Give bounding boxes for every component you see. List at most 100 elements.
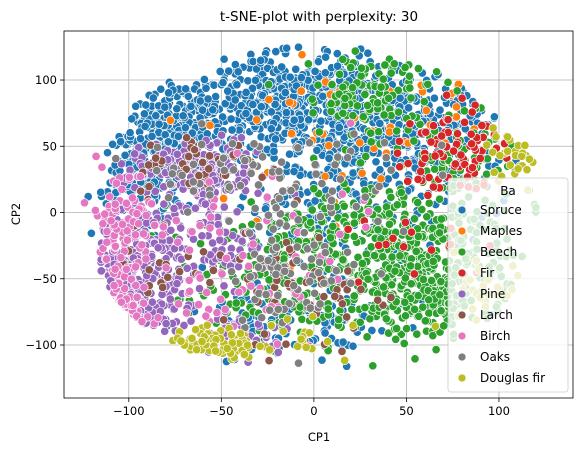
data-point — [299, 261, 309, 272]
data-point — [310, 160, 320, 170]
data-point — [467, 163, 478, 173]
data-point — [386, 68, 396, 78]
data-point — [367, 325, 377, 336]
data-point — [338, 337, 348, 347]
data-point — [517, 151, 527, 161]
data-point — [257, 172, 267, 182]
data-point — [381, 153, 391, 163]
data-point — [204, 177, 214, 187]
data-point — [265, 345, 275, 355]
data-point — [188, 234, 199, 244]
data-point — [199, 74, 209, 85]
data-point — [264, 275, 274, 285]
data-point — [274, 166, 284, 176]
data-point — [250, 203, 260, 214]
data-point — [424, 295, 434, 305]
data-point — [410, 354, 420, 364]
data-point — [236, 133, 246, 143]
data-point — [395, 162, 405, 172]
data-point — [369, 251, 380, 261]
data-point — [524, 154, 534, 164]
data-point — [378, 74, 388, 84]
legend-marker — [457, 205, 467, 215]
data-point — [349, 210, 359, 220]
data-point — [181, 84, 191, 94]
data-point — [314, 233, 324, 243]
data-point — [402, 324, 412, 334]
data-point — [317, 178, 327, 189]
data-point — [395, 251, 405, 261]
data-point — [282, 43, 292, 53]
data-point — [188, 186, 199, 196]
data-point — [426, 137, 436, 147]
data-point — [266, 321, 276, 331]
data-point — [253, 188, 263, 198]
data-point — [175, 267, 185, 277]
data-point — [366, 242, 376, 252]
data-point — [311, 169, 321, 179]
data-point — [413, 174, 423, 184]
data-point — [151, 111, 161, 121]
data-point — [219, 281, 229, 291]
data-point — [326, 233, 336, 243]
data-point — [392, 148, 403, 158]
data-point — [109, 281, 119, 291]
data-point — [139, 282, 149, 292]
data-point — [384, 93, 394, 103]
data-point — [102, 226, 112, 237]
data-point — [224, 182, 235, 192]
data-point — [406, 93, 416, 103]
data-point — [343, 224, 353, 234]
data-point — [289, 115, 299, 125]
legend-marker — [457, 268, 467, 278]
data-point — [277, 62, 287, 72]
data-point — [427, 276, 437, 286]
legend-label: Fir — [480, 266, 494, 280]
data-point — [430, 321, 441, 331]
data-point — [224, 216, 234, 226]
data-point — [227, 125, 237, 135]
data-point — [205, 190, 215, 200]
data-point — [237, 236, 247, 246]
data-point — [188, 159, 199, 169]
data-point — [395, 93, 405, 103]
data-point — [503, 132, 513, 142]
chart-title: t-SNE-plot with perplexity: 30 — [220, 9, 418, 25]
data-point — [289, 281, 299, 291]
data-point — [349, 218, 359, 228]
data-point — [409, 214, 420, 224]
data-point — [124, 172, 134, 182]
data-point — [120, 150, 130, 160]
data-point — [360, 303, 370, 313]
data-point — [323, 304, 333, 314]
data-point — [224, 66, 234, 76]
data-point — [330, 160, 340, 170]
data-point — [261, 290, 271, 300]
data-point — [116, 297, 126, 307]
data-point — [432, 67, 442, 77]
data-point — [258, 90, 268, 101]
data-point — [339, 201, 349, 211]
data-point — [376, 269, 386, 279]
data-point — [270, 99, 280, 109]
data-point — [315, 299, 325, 309]
data-point — [105, 192, 115, 202]
data-point — [428, 256, 438, 266]
data-point — [337, 189, 347, 199]
data-point — [216, 294, 226, 304]
data-point — [110, 199, 120, 209]
data-point — [245, 272, 255, 282]
data-point — [141, 254, 151, 264]
data-point — [205, 278, 215, 288]
data-point — [334, 315, 344, 325]
data-point — [327, 80, 337, 90]
data-point — [176, 223, 186, 233]
data-point — [153, 313, 163, 323]
data-point — [331, 266, 341, 276]
data-point — [141, 100, 151, 110]
data-point — [368, 361, 378, 371]
data-point — [386, 292, 396, 302]
data-point — [280, 266, 290, 276]
data-point — [482, 140, 492, 150]
